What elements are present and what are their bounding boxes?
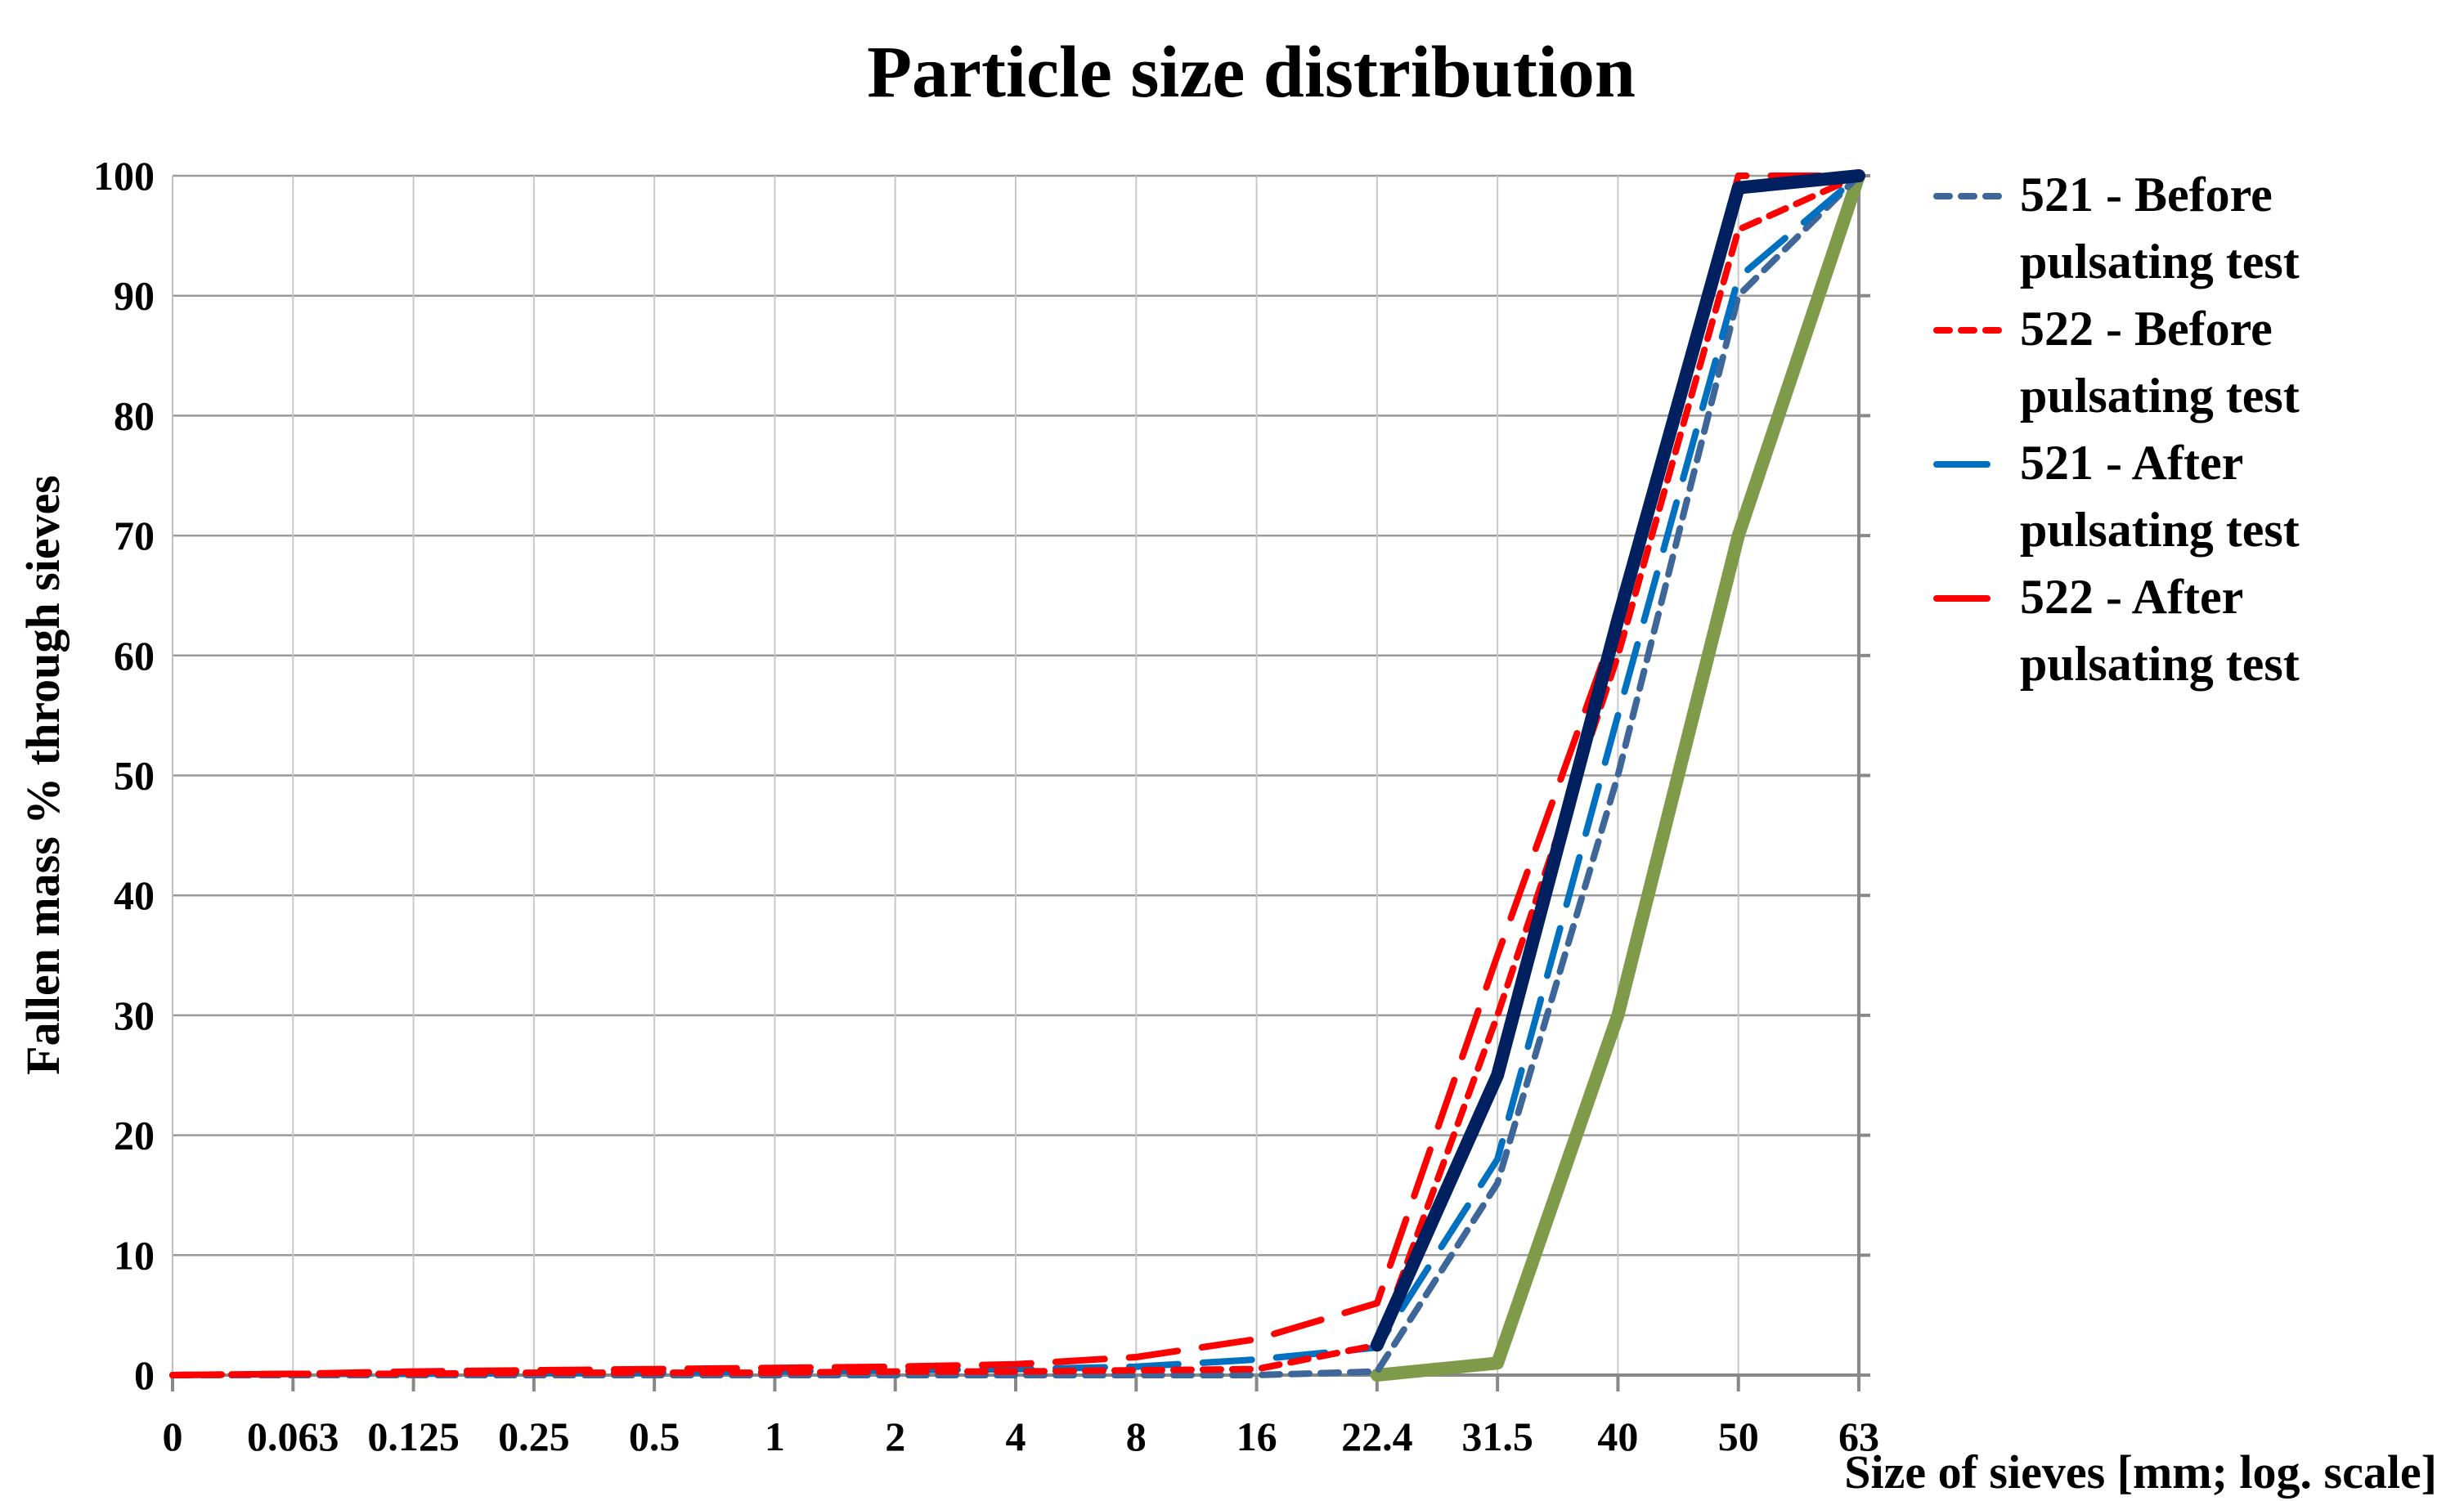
y-tick-label: 0 — [134, 1352, 155, 1398]
y-tick-labels: 0 10 20 30 40 50 60 70 80 90 100 — [93, 153, 155, 1398]
legend-label: pulsating test — [2020, 369, 2300, 423]
legend-item: 521 - Before pulsating test — [1933, 168, 2300, 289]
y-tick-label: 40 — [114, 872, 155, 918]
y-tick-label: 50 — [114, 753, 155, 799]
x-tick-label: 4 — [1006, 1414, 1026, 1459]
y-tick-label: 80 — [114, 392, 155, 438]
y-tick-label: 60 — [114, 633, 155, 679]
y-tick-label: 10 — [114, 1232, 155, 1278]
series-lines — [169, 169, 1865, 1382]
legend-label: pulsating test — [2020, 503, 2300, 557]
y-tick-label: 90 — [114, 273, 155, 319]
y-axis-title: Fallen mass % through sieves — [16, 475, 70, 1075]
series-line-522-after-pulsating-test — [169, 173, 1862, 1378]
y-tick-label: 100 — [93, 153, 155, 199]
legend-label: 521 - After — [2020, 436, 2243, 490]
series-line-lower-limit — [1370, 169, 1865, 1382]
legend-label: pulsating test — [2020, 235, 2300, 289]
x-tick-label: 8 — [1126, 1414, 1147, 1459]
y-tick-label: 30 — [114, 992, 155, 1038]
legend-item: 522 - After pulsating test — [1933, 570, 2300, 691]
x-tick-label: 22.4 — [1341, 1414, 1413, 1459]
legend-item: 522 - Before pulsating test — [1933, 302, 2300, 423]
x-tick-label: 0.5 — [629, 1414, 680, 1459]
x-tick-label: 0 — [163, 1414, 183, 1459]
x-tick-labels: 0 0.063 0.125 0.25 0.5 1 2 4 8 16 22.4 31.5 40 50 63 — [163, 1414, 1880, 1459]
x-tick-label: 0.125 — [367, 1414, 460, 1459]
x-axis-title: Size of sieves [mm; log. scale] — [1844, 1445, 2437, 1499]
x-tick-label: 40 — [1597, 1414, 1638, 1459]
x-tick-label: 0.25 — [498, 1414, 570, 1459]
y-tick-label: 20 — [114, 1113, 155, 1158]
x-tick-label: 63 — [1838, 1414, 1879, 1459]
x-tick-label: 16 — [1236, 1414, 1277, 1459]
legend: 521 - Before pulsating test 522 - Before pu… — [1933, 168, 2300, 691]
legend-label: 522 - Before — [2020, 302, 2273, 356]
x-tick-label: 50 — [1718, 1414, 1759, 1459]
x-tick-label: 2 — [885, 1414, 905, 1459]
legend-label: 521 - Before — [2020, 168, 2273, 222]
x-tick-label: 1 — [765, 1414, 785, 1459]
legend-label: 522 - After — [2020, 570, 2243, 624]
x-tick-label: 0.063 — [247, 1414, 339, 1459]
legend-item: 521 - After pulsating test — [1933, 436, 2300, 557]
x-tick-label: 31.5 — [1461, 1414, 1533, 1459]
series-line-upper-limit — [1370, 169, 1865, 1352]
y-tick-label: 70 — [114, 513, 155, 558]
chart-title: Particle size distribution — [867, 32, 1636, 113]
grid — [173, 174, 1859, 1375]
legend-label: pulsating test — [2020, 637, 2300, 691]
